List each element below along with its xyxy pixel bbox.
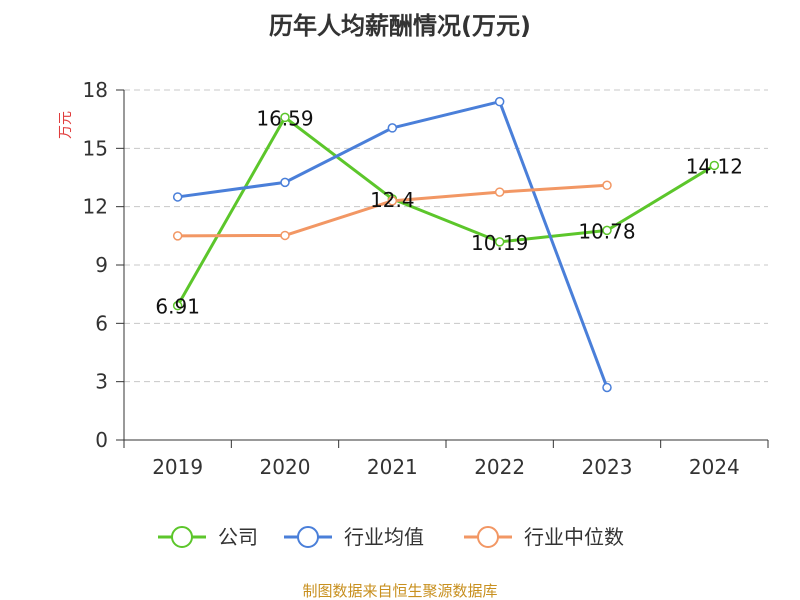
data-label: 14.12: [686, 154, 743, 178]
data-point[interactable]: [280, 177, 290, 188]
data-label: 12.4: [370, 188, 415, 212]
data-point[interactable]: [602, 180, 612, 191]
y-tick-label: 18: [83, 78, 108, 102]
data-point[interactable]: [172, 231, 183, 241]
data-label: 10.78: [578, 219, 635, 243]
x-tick-label: 2021: [367, 455, 418, 479]
series-line-0: [176, 115, 716, 307]
chart-title: 历年人均薪酬情况(万元): [269, 12, 531, 40]
legend-marker: [297, 526, 319, 548]
data-point[interactable]: [494, 237, 505, 247]
legend-item-0[interactable]: 公司: [158, 525, 258, 549]
legend-item-2[interactable]: 行业中位数: [464, 525, 624, 549]
y-tick-label: 12: [83, 195, 108, 219]
data-label: 16.59: [256, 106, 313, 130]
data-point[interactable]: [387, 196, 398, 206]
legend-item-1[interactable]: 行业均值: [284, 525, 424, 549]
series-lines: [172, 96, 720, 393]
legend-marker: [477, 526, 499, 548]
data-labels: 6.91 16.59 12.4 10.19 10.78 14.12: [155, 106, 743, 318]
y-axis-label: 万元: [58, 111, 74, 139]
legend[interactable]: 公司 行业均值 行业中位数: [158, 525, 624, 549]
y-tick-label: 15: [83, 136, 108, 160]
legend-label: 行业中位数: [524, 525, 624, 549]
x-tick-label: 2024: [689, 455, 740, 479]
data-point[interactable]: [280, 112, 290, 123]
data-point[interactable]: [494, 187, 505, 197]
data-point[interactable]: [602, 382, 612, 393]
data-point[interactable]: [280, 230, 290, 241]
x-tick-label: 2020: [260, 455, 311, 479]
data-label: 6.91: [155, 295, 200, 319]
legend-label: 公司: [218, 525, 258, 549]
source-note: 制图数据来自恒生聚源数据库: [302, 582, 497, 600]
data-point[interactable]: [709, 160, 720, 171]
data-label: 10.19: [471, 231, 528, 255]
legend-marker: [171, 526, 193, 548]
x-tick-label: 2019: [152, 455, 203, 479]
x-tick-label: 2022: [474, 455, 525, 479]
y-tick-label: 9: [95, 253, 108, 277]
data-point[interactable]: [172, 300, 183, 311]
y-tick-label: 0: [95, 428, 108, 452]
legend-label: 行业均值: [344, 525, 424, 549]
gridlines: [124, 89, 768, 383]
data-point[interactable]: [172, 192, 183, 202]
series-line-1: [177, 100, 609, 389]
data-point[interactable]: [602, 225, 612, 236]
data-point[interactable]: [494, 96, 505, 107]
y-tick-label: 3: [95, 370, 108, 394]
data-point[interactable]: [387, 123, 398, 133]
axes: 0 3 6 9 12 15 18 2019 2020 2021 2022 2023 2024: [83, 78, 769, 479]
y-tick-label: 6: [95, 311, 108, 335]
x-tick-label: 2023: [582, 455, 633, 479]
